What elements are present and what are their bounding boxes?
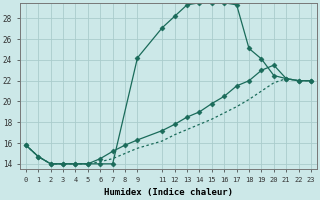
X-axis label: Humidex (Indice chaleur): Humidex (Indice chaleur) (104, 188, 233, 197)
